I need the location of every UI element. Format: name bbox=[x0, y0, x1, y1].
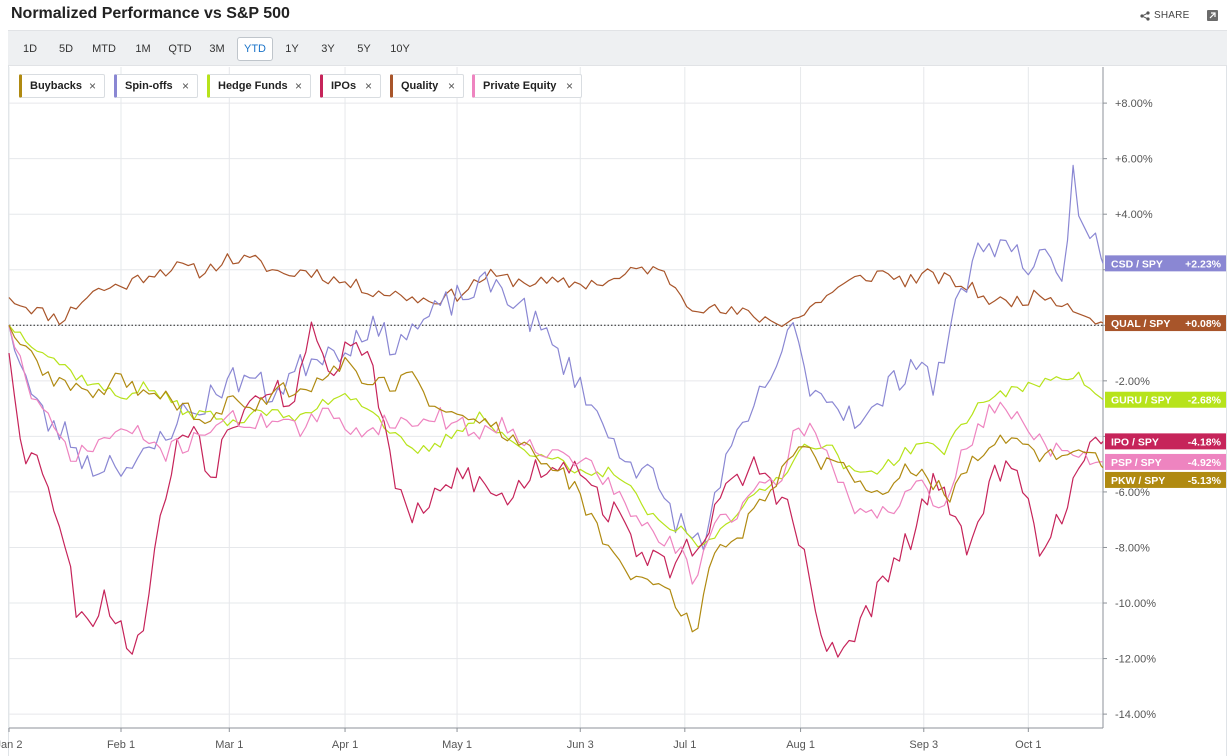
series-line-ipos bbox=[8, 321, 1104, 658]
series-end-tag: IPO / SPY -4.18% bbox=[1105, 433, 1226, 450]
range-ytd-button[interactable]: YTD bbox=[237, 37, 273, 61]
x-tick-label: Feb 1 bbox=[107, 739, 135, 751]
legend-label: Private Equity bbox=[483, 80, 557, 92]
legend-chip-buybacks[interactable]: Buybacks × bbox=[19, 74, 105, 98]
legend-label: Hedge Funds bbox=[218, 80, 288, 92]
expand-button[interactable] bbox=[1207, 10, 1218, 21]
range-3y-button[interactable]: 3Y bbox=[321, 43, 335, 55]
x-tick-label: Sep 3 bbox=[909, 739, 938, 751]
chart-title: Normalized Performance vs S&P 500 bbox=[11, 5, 290, 22]
share-button[interactable]: SHARE bbox=[1140, 10, 1189, 21]
range-1y-button[interactable]: 1Y bbox=[285, 43, 299, 55]
end-tag-ticker: GURU / SPY bbox=[1111, 395, 1172, 407]
series-end-tag: QUAL / SPY +0.08% bbox=[1105, 315, 1226, 332]
end-tag-background bbox=[1105, 315, 1226, 332]
y-tick-label: +4.00% bbox=[1115, 209, 1153, 221]
legend-label: IPOs bbox=[331, 80, 357, 92]
series-line-quality bbox=[8, 253, 1104, 328]
end-tag-ticker: CSD / SPY bbox=[1111, 258, 1163, 270]
end-tag-background bbox=[1105, 255, 1226, 272]
x-tick-label: Jul 1 bbox=[673, 739, 696, 751]
remove-icon[interactable]: × bbox=[364, 79, 372, 93]
x-tick-label: Aug 1 bbox=[786, 739, 815, 751]
series-line-buybacks bbox=[8, 325, 1104, 633]
x-tick-label: Apr 1 bbox=[332, 739, 358, 751]
range-selector: 1D 5D MTD 1M QTD 3M YTD 1Y 3Y 5Y 10Y bbox=[8, 30, 1227, 66]
legend-label: Spin-offs bbox=[125, 80, 173, 92]
range-3m-button[interactable]: 3M bbox=[209, 43, 225, 55]
legend-chip-hedge-funds[interactable]: Hedge Funds × bbox=[207, 74, 311, 98]
y-tick-label: +8.00% bbox=[1115, 98, 1153, 110]
x-tick-label: May 1 bbox=[442, 739, 472, 751]
x-tick-label: Jan 2 bbox=[0, 739, 22, 751]
range-mtd-button[interactable]: MTD bbox=[92, 43, 116, 55]
end-tag-ticker: PSP / SPY bbox=[1111, 457, 1162, 469]
remove-icon[interactable]: × bbox=[294, 79, 302, 93]
y-tick-label: -6.00% bbox=[1115, 487, 1150, 499]
legend-chip-private-equity[interactable]: Private Equity × bbox=[472, 74, 582, 98]
series-line-hedge-funds bbox=[8, 324, 1104, 548]
range-5d-button[interactable]: 5D bbox=[58, 43, 74, 55]
legend-chip-spin-offs[interactable]: Spin-offs × bbox=[114, 74, 198, 98]
y-tick-label: -10.00% bbox=[1115, 598, 1156, 610]
remove-icon[interactable]: × bbox=[88, 79, 96, 93]
y-tick-label: -8.00% bbox=[1115, 542, 1150, 554]
end-tag-background bbox=[1105, 433, 1226, 450]
end-tag-ticker: QUAL / SPY bbox=[1111, 318, 1170, 330]
legend-chip-ipos[interactable]: IPOs × bbox=[320, 74, 381, 98]
end-tag-ticker: PKW / SPY bbox=[1111, 475, 1165, 487]
end-tag-value: -4.92% bbox=[1188, 457, 1222, 469]
range-10y-button[interactable]: 10Y bbox=[390, 43, 410, 55]
series-end-tag: GURU / SPY -2.68% bbox=[1105, 391, 1226, 408]
y-tick-label: -14.00% bbox=[1115, 709, 1156, 721]
range-1m-button[interactable]: 1M bbox=[135, 43, 151, 55]
x-tick-label: Jun 3 bbox=[567, 739, 594, 751]
end-tag-value: +2.23% bbox=[1185, 258, 1222, 270]
end-tag-value: -2.68% bbox=[1188, 395, 1222, 407]
series-end-tag: PSP / SPY -4.92% bbox=[1105, 453, 1226, 470]
remove-icon[interactable]: × bbox=[565, 79, 573, 93]
remove-icon[interactable]: × bbox=[447, 79, 455, 93]
end-tag-value: +0.08% bbox=[1185, 318, 1222, 330]
end-tag-background bbox=[1105, 471, 1226, 488]
range-1d-button[interactable]: 1D bbox=[22, 43, 38, 55]
end-tag-background bbox=[1105, 391, 1226, 408]
x-tick-label: Oct 1 bbox=[1015, 739, 1041, 751]
end-tag-ticker: IPO / SPY bbox=[1111, 436, 1159, 448]
end-tag-value: -5.13% bbox=[1188, 475, 1222, 487]
remove-icon[interactable]: × bbox=[181, 79, 189, 93]
legend-label: Buybacks bbox=[30, 80, 82, 92]
share-label: SHARE bbox=[1154, 10, 1190, 21]
series-line-private-equity bbox=[8, 325, 1104, 585]
x-tick-label: Mar 1 bbox=[215, 739, 243, 751]
share-icon bbox=[1140, 10, 1150, 21]
series-end-tag: PKW / SPY -5.13% bbox=[1105, 471, 1226, 488]
expand-icon bbox=[1209, 12, 1216, 19]
legend-label: Quality bbox=[401, 80, 439, 92]
y-tick-label: +6.00% bbox=[1115, 154, 1153, 166]
end-tag-value: -4.18% bbox=[1188, 436, 1222, 448]
y-tick-label: -12.00% bbox=[1115, 654, 1156, 666]
legend-chip-quality[interactable]: Quality × bbox=[390, 74, 464, 98]
range-qtd-button[interactable]: QTD bbox=[168, 43, 192, 55]
series-end-tag: CSD / SPY +2.23% bbox=[1105, 255, 1226, 272]
range-5y-button[interactable]: 5Y bbox=[357, 43, 371, 55]
y-tick-label: -2.00% bbox=[1115, 376, 1150, 388]
end-tag-background bbox=[1105, 453, 1226, 470]
